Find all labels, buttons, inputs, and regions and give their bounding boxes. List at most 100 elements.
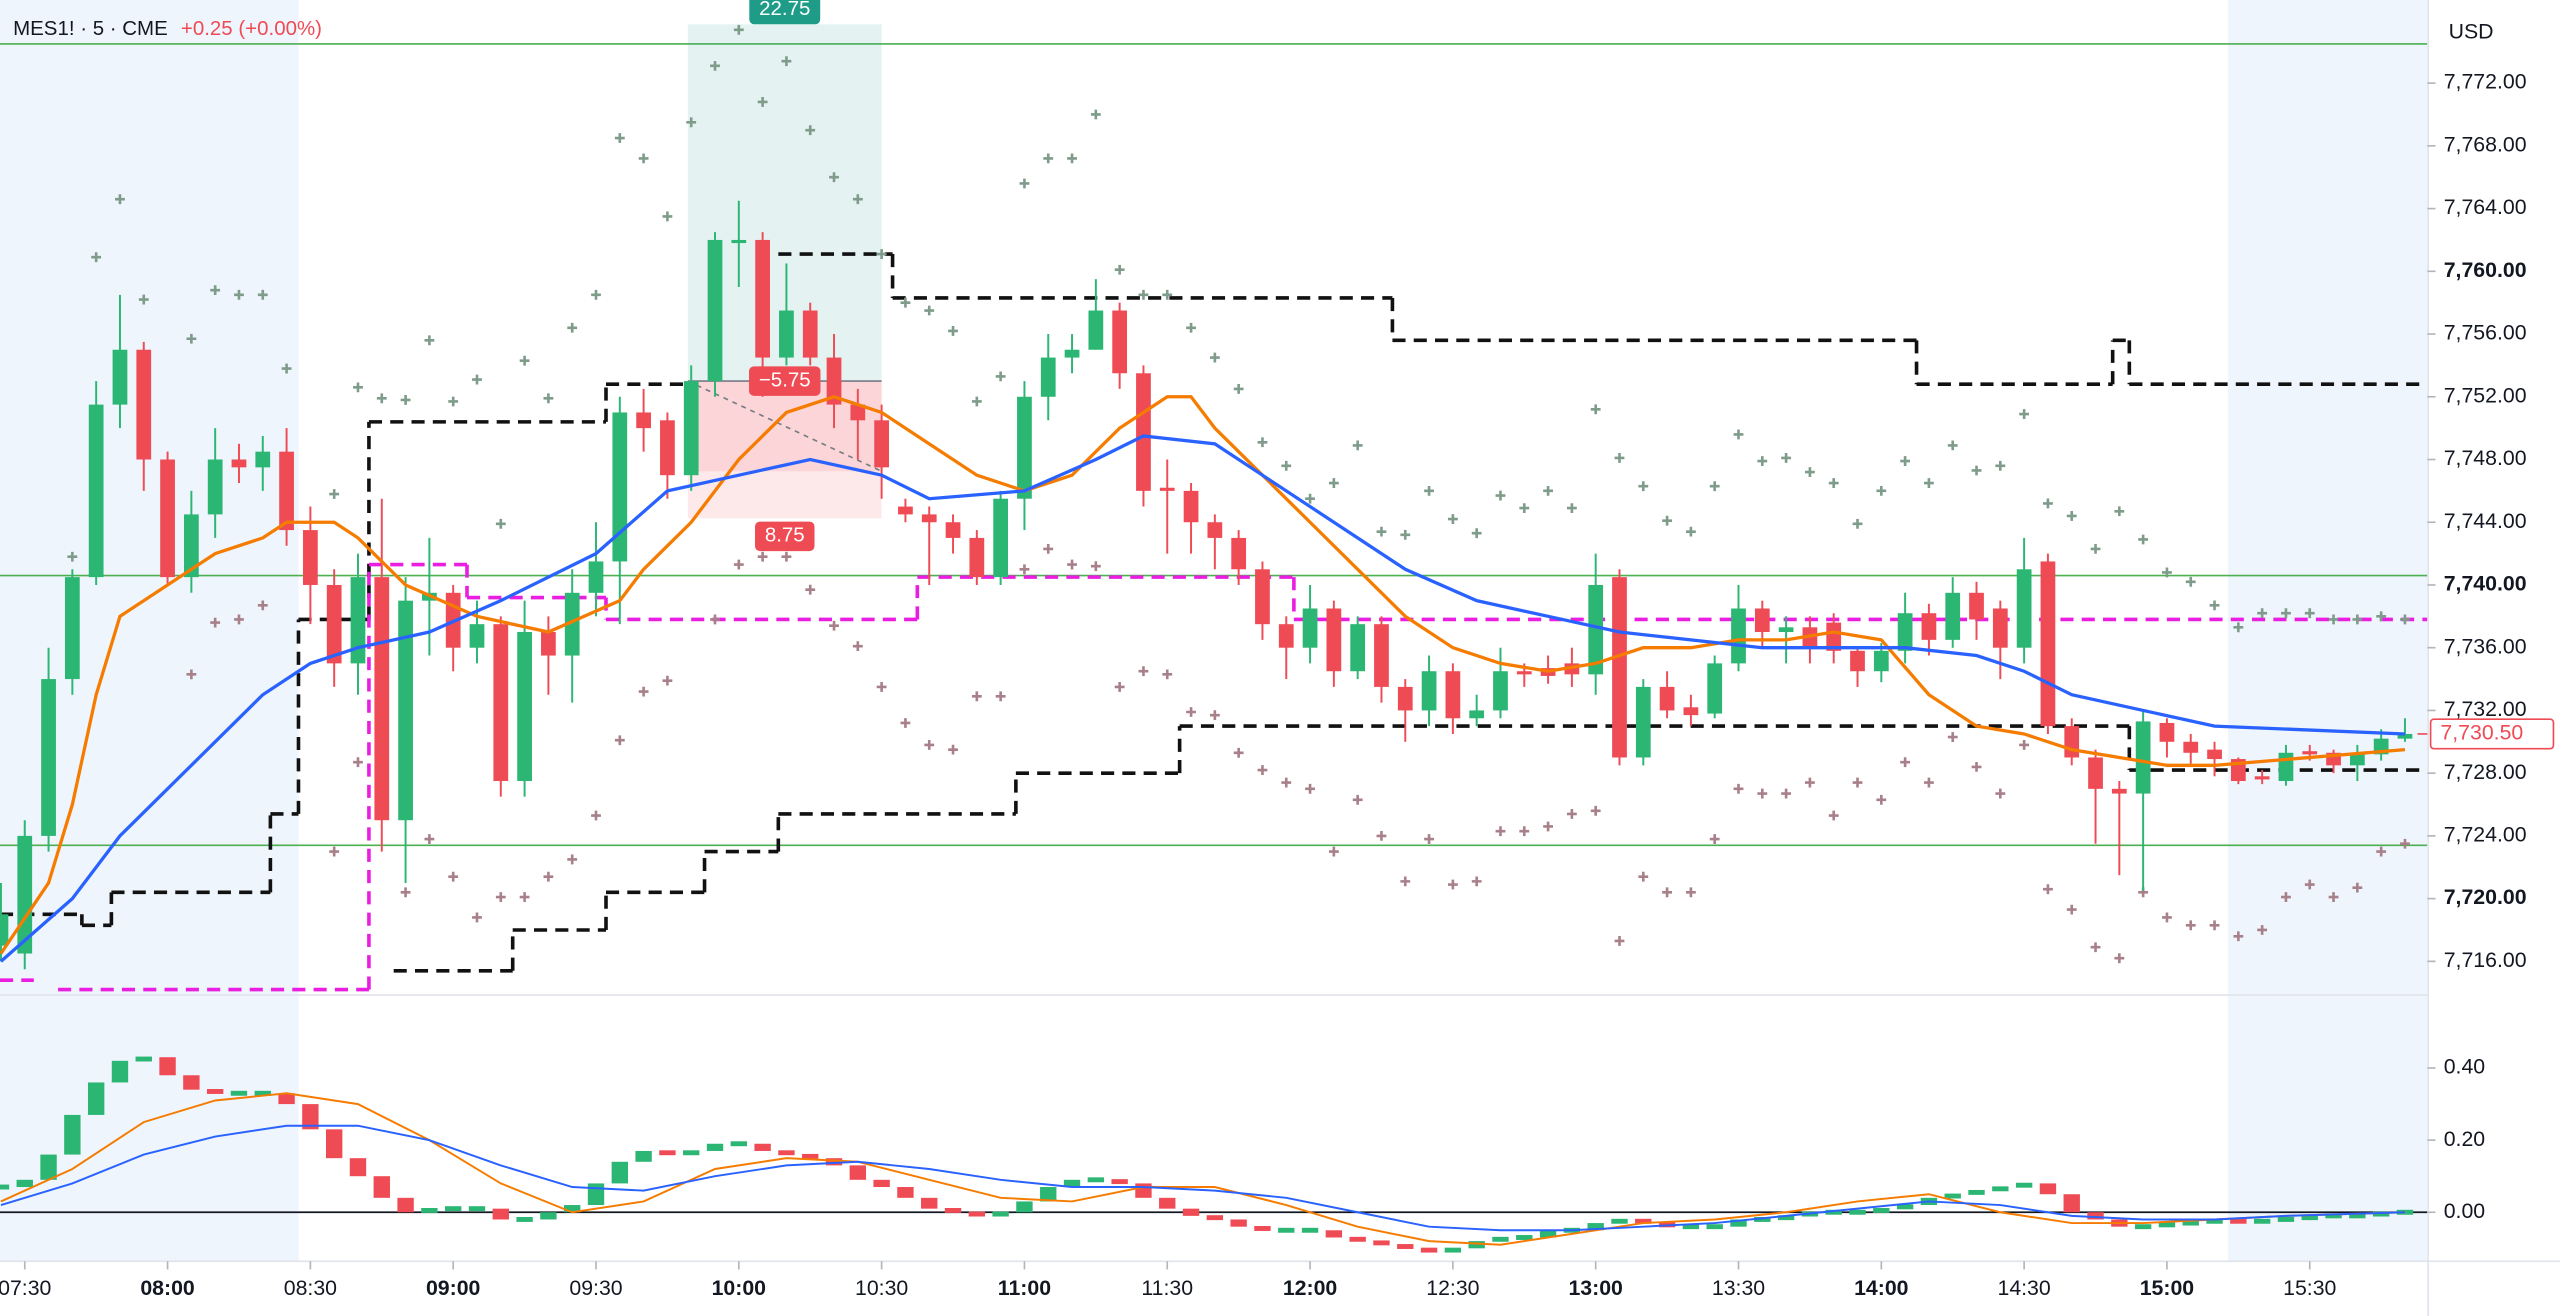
cross-marker: [1614, 936, 1625, 946]
cross-marker: [2019, 409, 2030, 419]
x-tick-label: 08:30: [284, 1276, 337, 1300]
candle-body: [1064, 349, 1080, 358]
osc-column: [1397, 1244, 1414, 1249]
cross-marker: [1019, 178, 1030, 189]
osc-column: [1420, 1247, 1438, 1253]
cross-marker: [662, 675, 673, 686]
osc-column: [635, 1150, 652, 1162]
candle-body: [541, 632, 556, 656]
y-tick-label: 7,764.00: [2444, 195, 2527, 219]
cross-marker: [1138, 666, 1149, 677]
cross-marker: [1709, 481, 1720, 492]
candle-body: [1850, 650, 1865, 672]
cross-marker: [1995, 788, 2006, 799]
candle-body: [2183, 741, 2199, 753]
osc-column: [373, 1176, 390, 1198]
cross-marker: [1090, 561, 1101, 572]
cross-marker: [138, 294, 149, 305]
osc-column: [1111, 1179, 1128, 1185]
cross-marker: [2209, 600, 2220, 611]
osc-column: [2039, 1183, 2057, 1195]
candle-body: [2349, 754, 2365, 766]
candle-body: [64, 577, 80, 680]
cross-marker: [2400, 838, 2410, 849]
cross-marker: [948, 744, 958, 755]
cross-marker: [2233, 622, 2244, 633]
candle-body: [1778, 627, 1794, 633]
candle-body: [1992, 608, 2008, 648]
cross-marker: [1447, 879, 1458, 890]
osc-column: [516, 1217, 533, 1222]
cross-marker: [448, 871, 459, 882]
osc-column: [1206, 1215, 1224, 1221]
osc-column: [64, 1114, 81, 1155]
candle-body: [1945, 592, 1961, 640]
cross-marker: [424, 335, 435, 346]
cross-marker: [1781, 788, 1792, 799]
cross-marker: [2352, 614, 2363, 625]
x-tick-label: 15:00: [2140, 1276, 2194, 1300]
cross-marker: [234, 289, 244, 300]
cross-marker: [543, 393, 554, 404]
osc-column: [2087, 1212, 2104, 1220]
osc-column: [1135, 1183, 1152, 1198]
cross-marker: [353, 757, 363, 768]
cross-marker: [1257, 437, 1268, 448]
session-shade: [0, 0, 299, 1262]
y-tick-label: 7,716.00: [2444, 948, 2527, 972]
last-price-label: 7,730.50: [2440, 721, 2523, 745]
axes: 7,716.00 7,720.00 7,724.00 7,728.00 7,732.00…: [0, 70, 2555, 1300]
cross-marker: [1233, 747, 1244, 758]
candle-body: [707, 239, 723, 382]
osc-column: [944, 1207, 962, 1213]
osc-column: [1444, 1247, 1462, 1253]
cross-marker: [448, 396, 459, 407]
position-label: 8.75: [765, 524, 805, 547]
y-tick-label: 7,748.00: [2444, 446, 2527, 470]
x-tick-label: 11:30: [1141, 1276, 1193, 1300]
x-tick-label: 14:00: [1854, 1276, 1908, 1300]
cross-marker: [472, 374, 482, 385]
cross-marker: [1186, 707, 1196, 717]
cross-marker: [115, 194, 125, 205]
candle-body: [993, 498, 1009, 578]
cross-marker: [1662, 515, 1673, 526]
osc-column: [2158, 1222, 2176, 1228]
osc-column: [825, 1158, 843, 1166]
cross-marker: [2281, 892, 2291, 902]
candle-body: [1326, 608, 1342, 672]
candle-body: [731, 239, 747, 244]
cross-marker: [1090, 109, 1101, 120]
osc-column: [1539, 1230, 1557, 1238]
position-label-box: [749, 0, 821, 25]
position-stop-zone: [687, 381, 882, 519]
candle-body: [898, 506, 913, 515]
cross-marker: [1781, 453, 1792, 463]
x-tick-label: 12:00: [1283, 1276, 1337, 1300]
osc-column: [183, 1075, 200, 1090]
cross-marker: [1614, 453, 1625, 463]
osc-column: [1992, 1186, 2009, 1192]
osc-column: [1896, 1204, 1914, 1210]
osc-column: [1063, 1179, 1081, 1188]
cross-marker: [1400, 529, 1411, 540]
osc-column: [802, 1153, 819, 1159]
cross-marker: [781, 551, 792, 562]
candle-body: [2135, 721, 2151, 794]
cross-marker: [400, 887, 411, 898]
candle-body: [112, 349, 128, 405]
osc-tick-label: 0.00: [2444, 1199, 2485, 1223]
osc-column: [421, 1207, 438, 1213]
osc-column: [1825, 1209, 1842, 1215]
position-label-box: [749, 366, 821, 396]
cross-marker: [2043, 884, 2053, 895]
candle-body: [1350, 624, 1366, 672]
cross-marker: [329, 846, 340, 857]
candle-body: [255, 451, 271, 468]
candle-body: [2254, 776, 2270, 780]
cross-marker: [2400, 614, 2410, 625]
cross-marker: [257, 600, 268, 611]
y-tick-label: 7,720.00: [2444, 885, 2527, 909]
osc-column: [1159, 1197, 1176, 1209]
candle-body: [945, 522, 961, 538]
